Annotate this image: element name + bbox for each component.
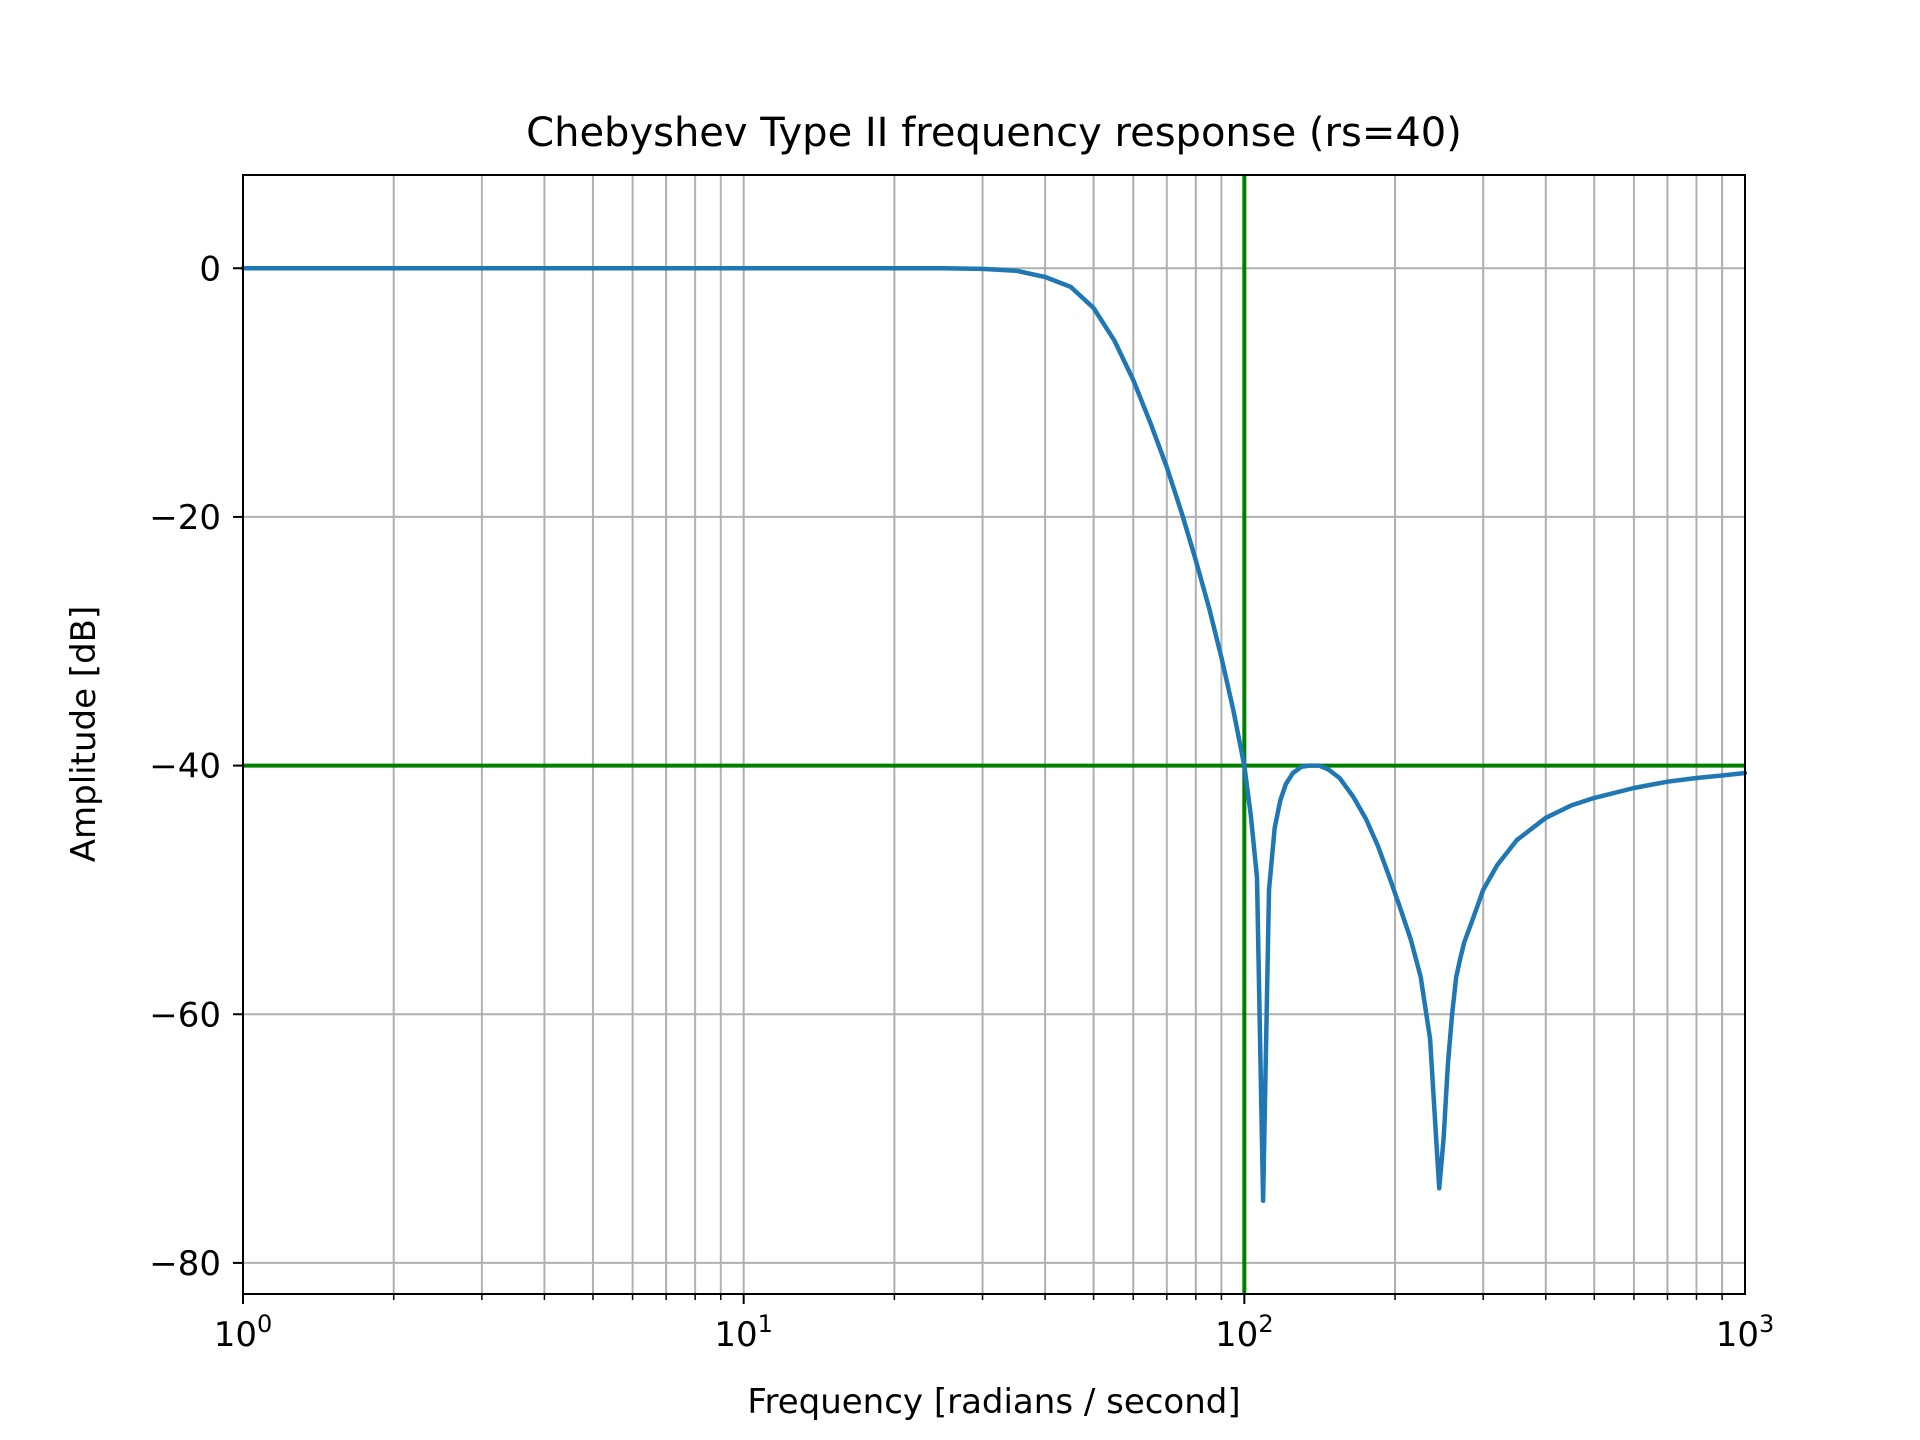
reference-lines: [243, 175, 1745, 1294]
x-tick-label: 100: [214, 1310, 273, 1355]
x-tick-label-exponent: 0: [257, 1310, 272, 1338]
y-tick-label: 0: [199, 249, 221, 289]
grid-layer: [242, 175, 1745, 1294]
response-curve: [240, 266, 1748, 1204]
y-tick-label: −20: [149, 498, 221, 538]
y-axis-label: Amplitude [dB]: [64, 606, 104, 862]
plot-area: [233, 174, 1748, 1304]
y-tick-label: −40: [149, 747, 221, 787]
x-tick-label-base: 10: [214, 1315, 257, 1355]
tick-marks: [233, 267, 1723, 1304]
x-tick-label-base: 10: [1716, 1315, 1759, 1355]
x-tick-labels: 100 101 102 103: [214, 1310, 1775, 1355]
x-tick-label-exponent: 2: [1258, 1310, 1273, 1338]
y-tick-label: −60: [149, 995, 221, 1035]
x-tick-label: 103: [1716, 1310, 1775, 1355]
x-axis-label: Frequency [radians / second]: [747, 1382, 1240, 1422]
x-tick-label-base: 10: [1215, 1315, 1258, 1355]
y-tick-labels: 0 −20 −40 −60 −80: [149, 249, 221, 1284]
series-layer: [240, 266, 1748, 1204]
x-tick-label: 102: [1215, 1310, 1274, 1355]
x-tick-label-exponent: 3: [1759, 1310, 1774, 1338]
axes-frame: [242, 174, 1746, 1295]
x-tick-label-exponent: 1: [758, 1310, 773, 1338]
x-tick-label: 101: [714, 1310, 773, 1355]
x-tick-label-base: 10: [714, 1315, 757, 1355]
y-tick-label: −80: [149, 1244, 221, 1284]
chart-title: Chebyshev Type II frequency response (rs…: [526, 110, 1462, 156]
